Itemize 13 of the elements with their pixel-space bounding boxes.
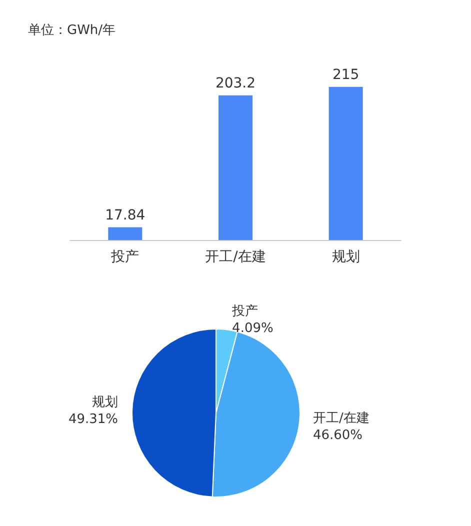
- x-tick-label: 规划: [332, 249, 360, 265]
- slice-label: 开工/在建: [312, 411, 370, 426]
- data-label: 46.60%: [312, 428, 363, 444]
- data-label: 203.2: [215, 75, 256, 92]
- data-label: 17.84: [105, 207, 146, 224]
- slice-label: 规划: [92, 394, 118, 410]
- data-label: 49.31%: [68, 412, 118, 427]
- slice-label: 投产: [231, 304, 258, 319]
- data-label: 4.09%: [232, 320, 274, 336]
- x-tick-label: 投产: [110, 249, 140, 265]
- y-axis-title: 单位：GWh/年: [28, 23, 116, 38]
- data-label: 215: [332, 66, 360, 83]
- x-tick-label: 开工/在建: [205, 249, 266, 265]
